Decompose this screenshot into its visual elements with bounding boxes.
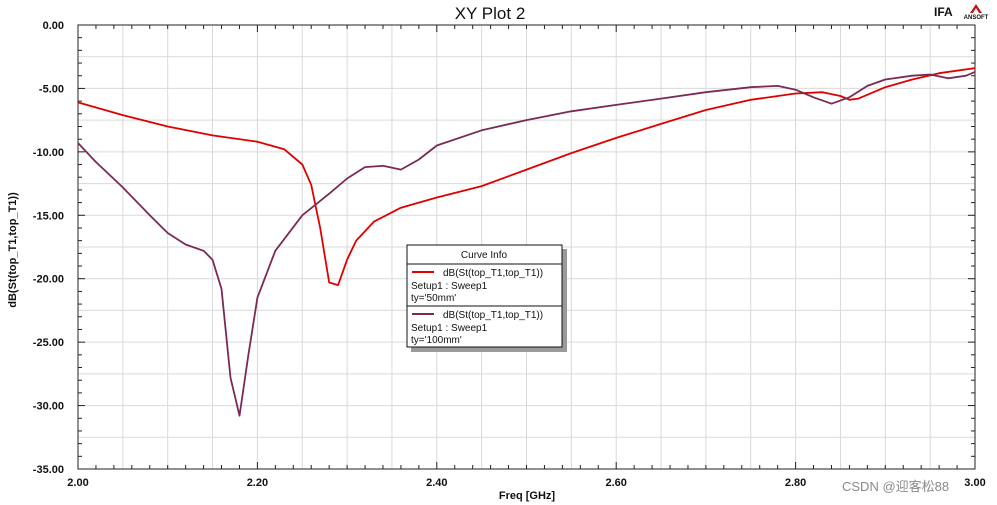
y-tick-label: -5.00: [39, 83, 64, 95]
x-tick-label: 2.60: [605, 477, 626, 489]
logo-text: ANSOFT: [964, 15, 989, 21]
y-tick-label: 0.00: [43, 20, 64, 32]
brand-product: IFA: [934, 5, 953, 19]
plot-axes: 2.00 2.20 2.40 2.60 2.80 3.00 0.00 -5.00 -10.00 -…: [33, 20, 986, 489]
series-line-100mm: [77, 71, 976, 417]
legend-setup-100mm: Setup1 : Sweep1: [411, 323, 488, 334]
y-tick-label: -10.00: [33, 147, 64, 159]
series-line-50mm: [77, 67, 976, 286]
y-tick-label: -20.00: [33, 274, 64, 286]
x-axis-label: Freq [GHz]: [499, 490, 556, 502]
chart-title: XY Plot 2: [455, 4, 526, 23]
legend-name-100mm: dB(St(top_T1,top_T1)): [443, 310, 543, 321]
plot-series: [77, 67, 976, 417]
legend-param-100mm: ty='100mm': [411, 335, 462, 346]
x-tick-label: 2.00: [67, 477, 88, 489]
y-tick-label: -25.00: [33, 337, 64, 349]
x-tick-label: 2.20: [247, 477, 268, 489]
legend-name-50mm: dB(St(top_T1,top_T1)): [443, 268, 543, 279]
y-tick-label: -15.00: [33, 210, 64, 222]
x-tick-label: 2.80: [785, 477, 806, 489]
legend-setup-50mm: Setup1 : Sweep1: [411, 281, 488, 292]
ansoft-logo: ANSOFT: [964, 4, 989, 21]
legend-title: Curve Info: [461, 250, 508, 261]
legend-box[interactable]: Curve Info dB(St(top_T1,top_T1)) Setup1 …: [406, 244, 567, 352]
y-tick-label: -35.00: [33, 464, 64, 476]
y-axis-label: dB(St(top_T1,top_T1)): [7, 192, 19, 308]
x-tick-label: 2.40: [426, 477, 447, 489]
x-tick-label: 3.00: [964, 477, 985, 489]
y-tick-label: -30.00: [33, 401, 64, 413]
legend-param-50mm: ty='50mm': [411, 293, 456, 304]
watermark: CSDN @迎客松88: [842, 479, 949, 494]
